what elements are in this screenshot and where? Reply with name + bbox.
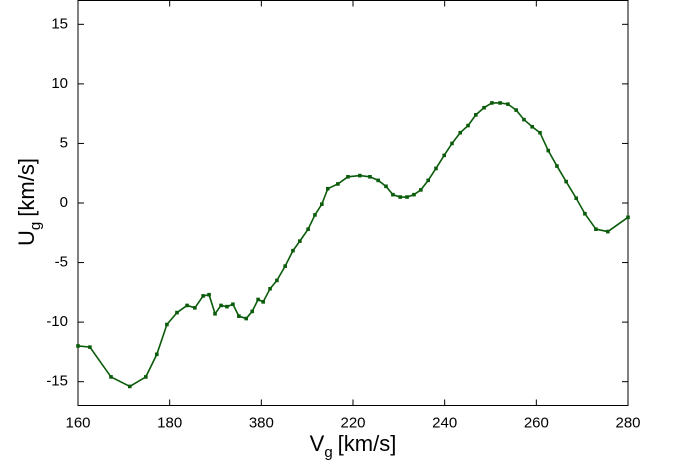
data-point: [336, 182, 340, 186]
data-point: [466, 123, 470, 128]
y-tick-label: 0: [60, 194, 68, 211]
data-point: [325, 186, 330, 191]
data-point: [530, 124, 535, 129]
x-label-unit: [km/s]: [338, 431, 397, 456]
data-point: [256, 297, 260, 302]
data-point: [368, 174, 372, 179]
data-line: [77, 102, 629, 388]
data-point: [250, 309, 254, 314]
data-point: [522, 117, 526, 122]
y-label-sub: g: [27, 222, 44, 230]
data-point: [155, 352, 159, 357]
y-tick-label: 10: [51, 75, 68, 92]
data-point: [626, 215, 630, 220]
y-tick-label: -5: [55, 254, 68, 271]
data-point: [201, 294, 205, 298]
data-point: [306, 227, 310, 232]
x-tick-label: 220: [340, 414, 365, 431]
x-tick-label: 160: [65, 414, 90, 431]
y-tick-label: 5: [60, 134, 68, 151]
data-point: [231, 302, 235, 307]
data-point: [426, 178, 430, 183]
data-point: [268, 286, 272, 291]
data-point: [358, 173, 362, 178]
data-point: [213, 311, 217, 316]
data-point: [244, 316, 249, 321]
data-point: [583, 211, 587, 216]
data-point: [412, 192, 416, 197]
data-point: [458, 130, 463, 135]
data-point: [219, 303, 223, 308]
y-tick-label: -10: [46, 313, 68, 330]
data-point: [405, 195, 409, 199]
data-point: [193, 306, 197, 310]
x-tick-label: 380: [249, 414, 274, 431]
data-point: [506, 102, 510, 106]
data-point: [391, 192, 395, 197]
x-tick-label: 260: [524, 414, 549, 431]
y-axis-label: Ug [km/s]: [14, 158, 44, 246]
data-point: [555, 164, 559, 168]
x-label-main: V: [310, 431, 325, 456]
data-point: [298, 239, 302, 243]
data-point: [482, 105, 486, 110]
data-point: [275, 278, 279, 283]
data-point: [594, 227, 598, 232]
data-point: [574, 196, 579, 201]
data-point: [88, 345, 92, 349]
data-point: [127, 384, 132, 389]
y-tick-label: -15: [46, 373, 68, 390]
x-label-sub: g: [324, 444, 332, 461]
data-point: [398, 195, 403, 199]
data-point: [538, 130, 542, 135]
data-point: [490, 101, 494, 105]
data-point: [261, 300, 265, 304]
data-point: [320, 202, 324, 206]
data-point: [606, 229, 610, 234]
data-point: [109, 375, 113, 379]
data-point: [313, 213, 317, 217]
x-tick-label: 180: [157, 414, 182, 431]
data-point: [564, 179, 568, 184]
x-axis-label: Vg [km/s]: [310, 431, 397, 461]
data-point: [283, 264, 287, 268]
data-point: [376, 178, 381, 183]
data-point: [474, 113, 478, 117]
y-label-unit: [km/s]: [14, 158, 39, 217]
data-point: [185, 303, 189, 308]
data-point: [450, 141, 454, 146]
data-point: [237, 314, 241, 318]
data-point: [434, 166, 438, 171]
y-label-main: U: [14, 230, 39, 246]
x-tick-label: 280: [615, 414, 640, 431]
x-tick-label: 240: [432, 414, 457, 431]
data-point: [175, 310, 179, 315]
data-point: [546, 148, 551, 153]
data-point: [419, 188, 423, 192]
data-point: [384, 184, 388, 189]
data-point: [514, 108, 518, 112]
data-point: [207, 292, 211, 297]
data-point: [225, 304, 229, 309]
data-point: [165, 322, 169, 327]
data-point: [76, 344, 80, 348]
y-tick-label: 15: [51, 15, 68, 32]
data-point: [346, 174, 350, 179]
data-point: [498, 101, 502, 105]
data-point: [144, 375, 148, 379]
data-point: [291, 248, 295, 253]
data-point: [442, 153, 447, 158]
